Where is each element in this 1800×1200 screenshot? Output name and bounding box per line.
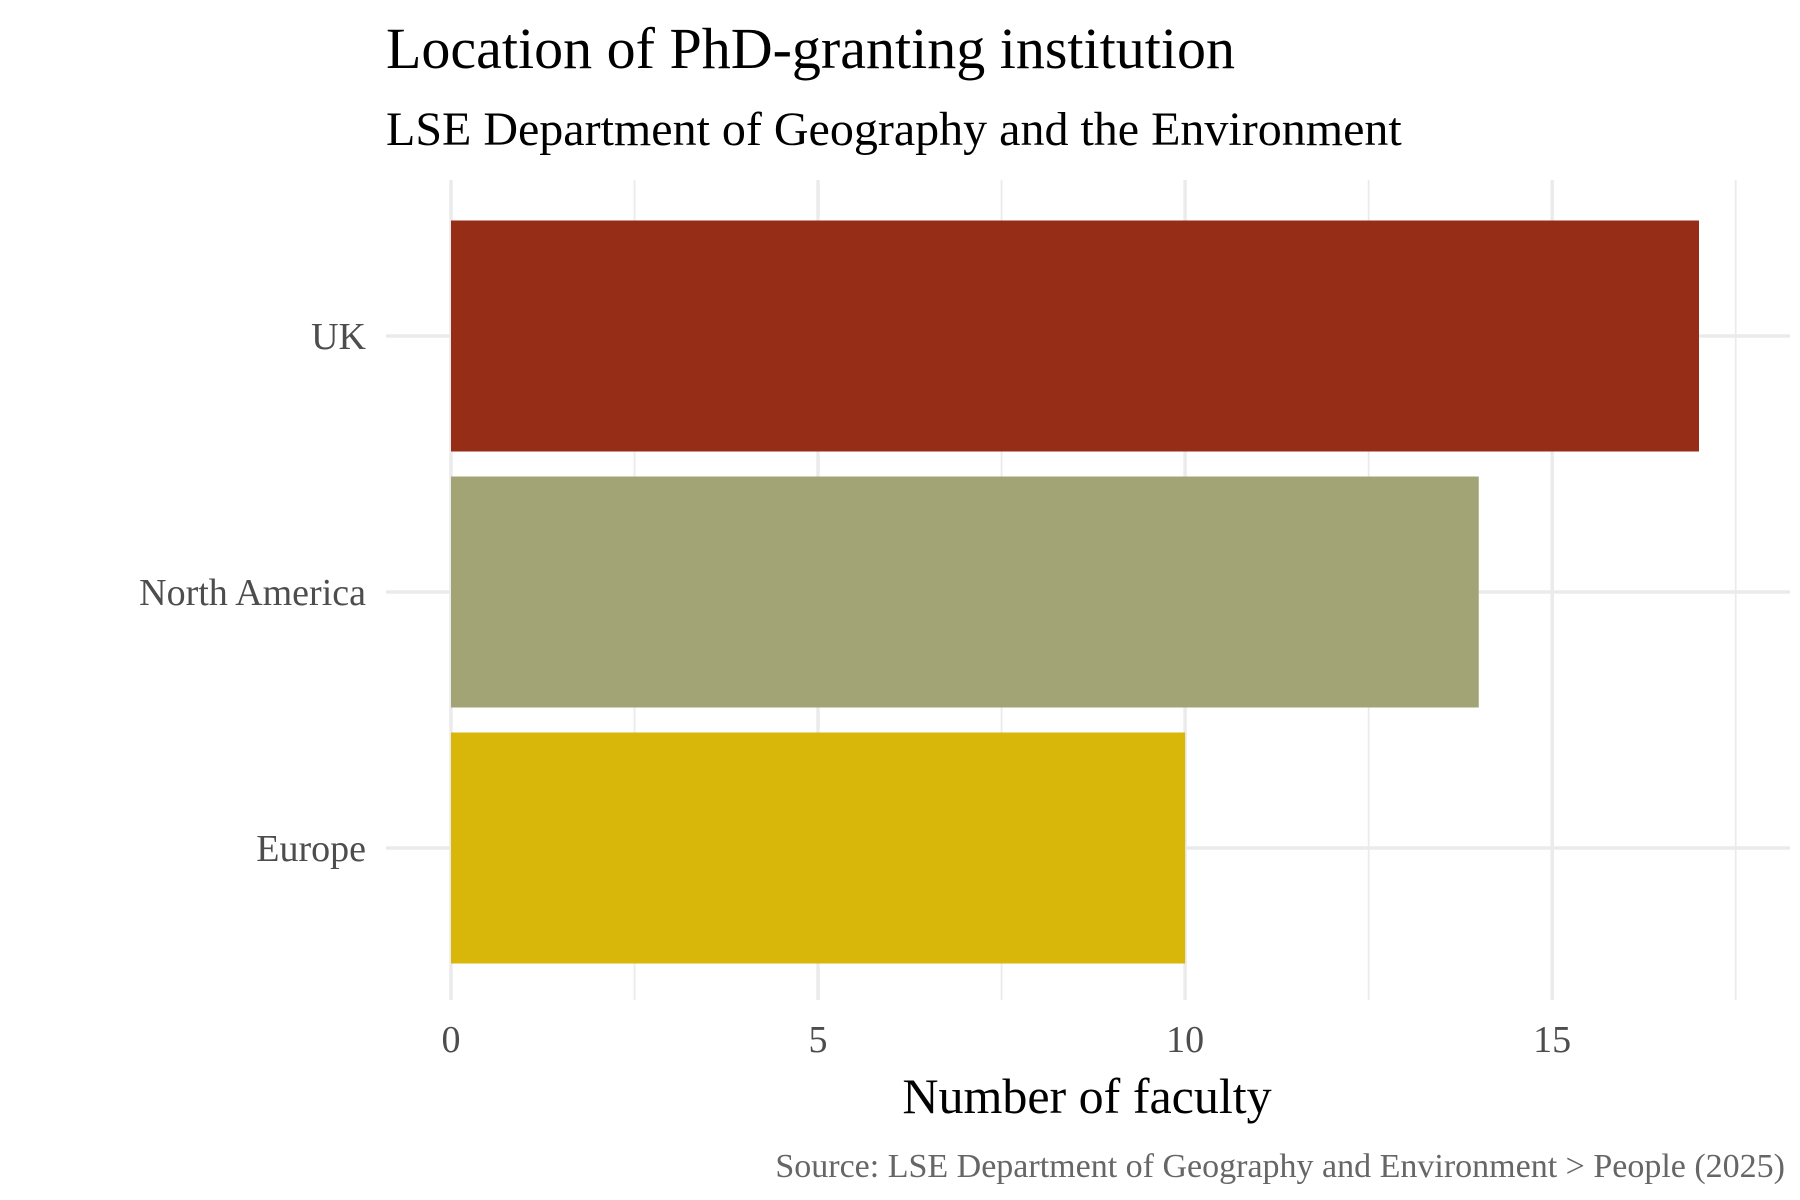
y-tick-label: UK xyxy=(311,316,366,358)
chart-caption: Source: LSE Department of Geography and … xyxy=(775,1148,1785,1185)
x-tick-label: 15 xyxy=(1533,1019,1571,1061)
chart-title: Location of PhD-granting institution xyxy=(386,16,1235,81)
bars xyxy=(451,220,1699,964)
x-tick-label: 10 xyxy=(1166,1019,1204,1061)
axis-labels: UK North America Europe 0 5 10 15 xyxy=(139,316,1571,1061)
x-tick-label: 0 xyxy=(442,1019,461,1061)
bar-uk xyxy=(451,220,1699,452)
y-tick-label: North America xyxy=(139,572,366,614)
bar-europe xyxy=(451,732,1186,964)
y-tick-label: Europe xyxy=(256,828,366,870)
x-tick-label: 5 xyxy=(809,1019,828,1061)
chart-subtitle: LSE Department of Geography and the Envi… xyxy=(386,103,1402,156)
bar-north-america xyxy=(451,476,1479,708)
x-axis-title: Number of faculty xyxy=(902,1068,1271,1124)
